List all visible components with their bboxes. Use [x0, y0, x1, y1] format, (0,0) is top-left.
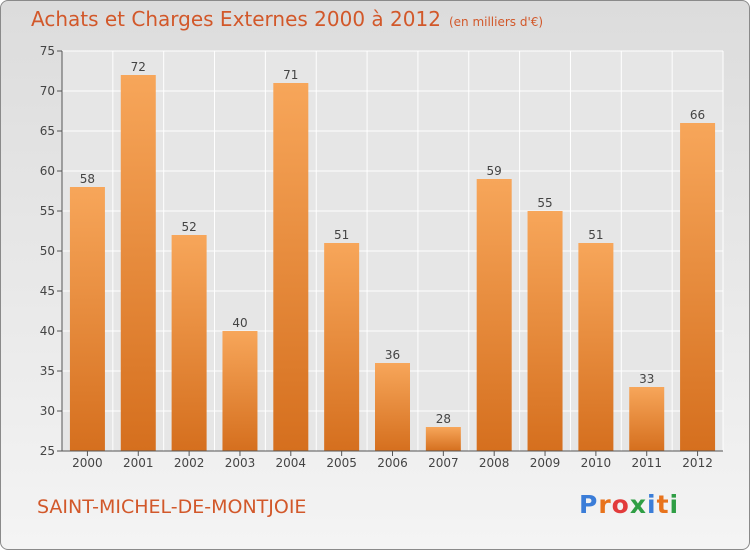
x-tick-label: 2005 — [326, 456, 357, 470]
logo-letter: o — [611, 490, 630, 519]
data-label: 36 — [385, 348, 400, 362]
data-label: 51 — [588, 228, 603, 242]
x-tick-label: 2006 — [377, 456, 408, 470]
bar — [324, 243, 360, 451]
logo-letter: P — [579, 490, 599, 519]
data-label: 33 — [639, 372, 654, 386]
data-label: 52 — [181, 220, 196, 234]
y-tick-label: 50 — [40, 244, 55, 258]
bar — [69, 187, 105, 451]
bar — [476, 179, 512, 451]
bar — [629, 387, 665, 451]
bar — [527, 211, 563, 451]
commune-name: SAINT-MICHEL-DE-MONTJOIE — [37, 496, 307, 518]
data-label: 72 — [131, 60, 146, 74]
x-tick-label: 2007 — [428, 456, 459, 470]
bar — [680, 123, 716, 451]
x-tick-label: 2004 — [276, 456, 307, 470]
y-tick-label: 45 — [40, 284, 55, 298]
x-tick-label: 2000 — [72, 456, 103, 470]
logo-letter: x — [629, 490, 647, 519]
bar — [120, 75, 156, 451]
chart-title-text: Achats et Charges Externes 2000 à 2012 — [31, 7, 441, 31]
data-label: 71 — [283, 68, 298, 82]
chart-subtitle: (en milliers d'€) — [448, 15, 544, 29]
data-label: 58 — [80, 172, 95, 186]
data-label: 51 — [334, 228, 349, 242]
data-label: 55 — [537, 196, 552, 210]
bar — [273, 83, 309, 451]
bar — [578, 243, 614, 451]
logo-letter: i — [669, 490, 680, 519]
logo-letter: t — [656, 490, 670, 519]
y-tick-label: 75 — [40, 44, 55, 58]
y-tick-label: 65 — [40, 124, 55, 138]
data-label: 59 — [487, 164, 502, 178]
proxiti-logo: Proxiti — [579, 490, 679, 519]
y-tick-label: 40 — [40, 324, 55, 338]
y-tick-label: 70 — [40, 84, 55, 98]
x-tick-label: 2011 — [631, 456, 662, 470]
y-tick-label: 30 — [40, 404, 55, 418]
y-tick-label: 60 — [40, 164, 55, 178]
bar — [222, 331, 258, 451]
data-label: 40 — [232, 316, 247, 330]
x-tick-label: 2008 — [479, 456, 510, 470]
chart-title: Achats et Charges Externes 2000 à 2012 (e… — [31, 7, 543, 31]
x-tick-label: 2001 — [123, 456, 154, 470]
logo-letter: i — [647, 490, 657, 519]
bar — [425, 427, 461, 451]
y-tick-label: 35 — [40, 364, 55, 378]
y-tick-label: 25 — [40, 444, 55, 458]
x-tick-label: 2012 — [682, 456, 713, 470]
data-label: 66 — [690, 108, 705, 122]
logo-letter: r — [598, 490, 612, 519]
bar — [375, 363, 410, 451]
x-tick-label: 2009 — [530, 456, 561, 470]
x-tick-label: 2003 — [225, 456, 256, 470]
y-tick-label: 55 — [40, 204, 55, 218]
bar — [171, 235, 207, 451]
x-tick-label: 2010 — [581, 456, 612, 470]
x-tick-label: 2002 — [174, 456, 205, 470]
data-label: 28 — [436, 412, 451, 426]
